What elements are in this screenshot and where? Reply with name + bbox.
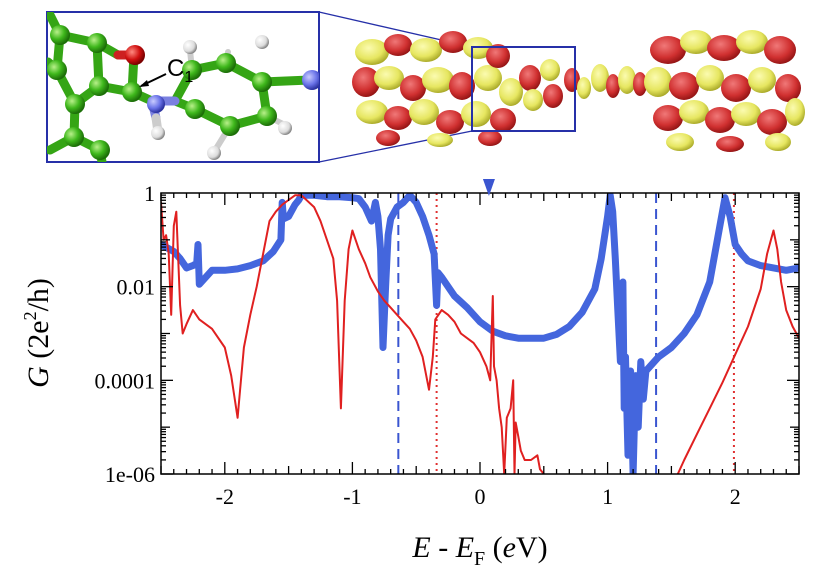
axis-ticks (160, 193, 800, 475)
y-tick-label: 0.01 (117, 275, 156, 300)
series-line-1 (161, 193, 799, 474)
atom-label: C1 (167, 55, 193, 86)
x-tick-label: 0 (475, 484, 486, 509)
x-axis-label: E - EF (eV) (411, 531, 547, 570)
arrowhead (139, 80, 149, 87)
molecule-inset: C1 (46, 11, 320, 163)
x-tick-label: 2 (730, 484, 741, 509)
right-electrode-lobes (644, 30, 805, 152)
series-group (161, 193, 799, 474)
zoom-box (471, 46, 576, 132)
plot-frame (160, 192, 800, 475)
x-tick-label: -1 (343, 484, 361, 509)
y-tick-label: 0.0001 (95, 368, 156, 393)
tick-labels: -2 -1 0 1 2 1 0.01 0.0001 1e-06 (95, 181, 741, 509)
reference-lines (397, 193, 735, 474)
y-tick-label: 1 (144, 181, 155, 206)
molecule-ball-stick (47, 12, 319, 162)
fermi-marker-triangle (482, 179, 495, 196)
orbital-isosurface (352, 30, 805, 152)
series-line-3 (676, 229, 799, 474)
left-electrode-lobes (352, 31, 523, 147)
molecule-lobes (519, 59, 647, 111)
x-tick-label: -2 (216, 484, 234, 509)
conductance-chart: -2 -1 0 1 2 1 0.01 0.0001 1e-06 G (2e2/h) E - EF… (20, 179, 800, 570)
y-axis-label: G (2e2/h) (20, 278, 55, 388)
y-tick-label: 1e-06 (105, 462, 155, 487)
x-tick-label: 1 (602, 484, 613, 509)
series-line-2 (161, 194, 545, 474)
